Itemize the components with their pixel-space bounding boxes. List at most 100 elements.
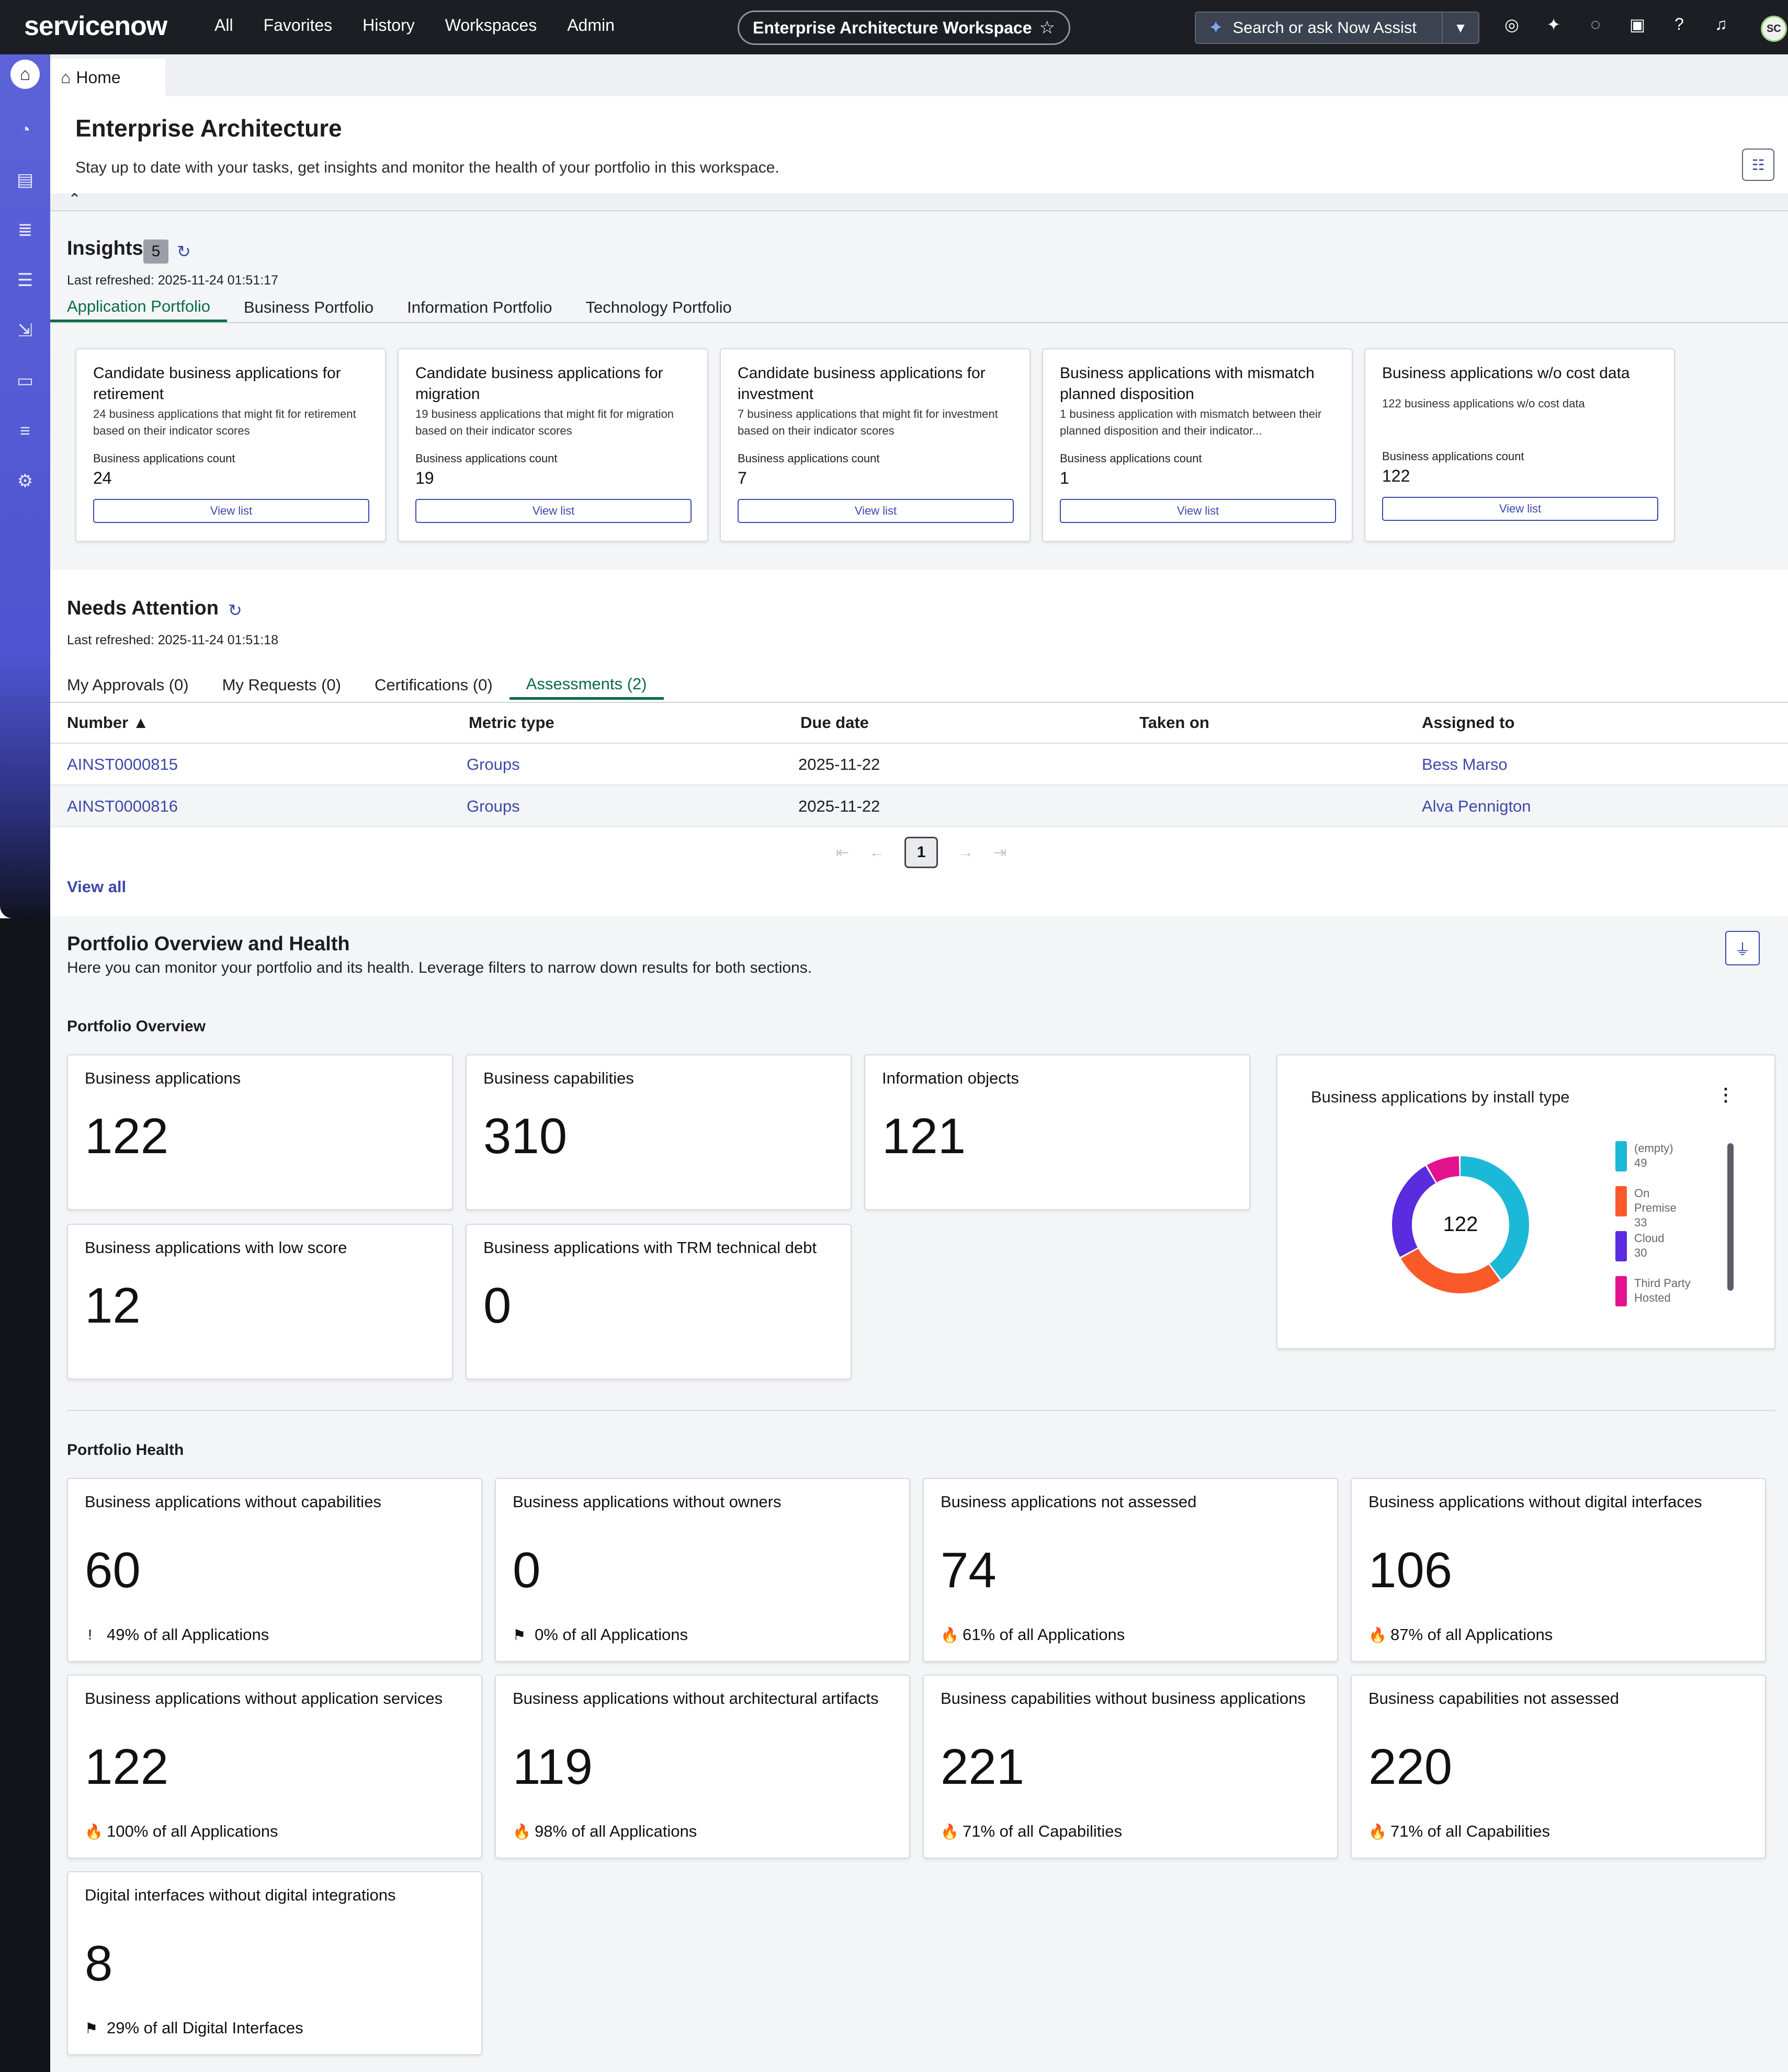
prev-page-icon[interactable]: ← [869, 844, 885, 861]
settings-icon[interactable]: ⚙ [17, 471, 33, 491]
nav-workspaces[interactable]: Workspaces [445, 16, 537, 35]
column-metric-type[interactable]: Metric type [469, 713, 554, 732]
chevron-up-icon[interactable]: ⌃ [68, 191, 82, 208]
legend-value: 49 [1634, 1156, 1647, 1169]
nav-history[interactable]: History [363, 16, 415, 35]
chat-icon[interactable]: ◌ [1590, 15, 1601, 33]
inbox-icon[interactable]: ▣ [1629, 15, 1646, 34]
overview-label: Business applications with TRM technical… [483, 1238, 817, 1257]
health-footnote: 71% of all Capabilities [963, 1822, 1123, 1840]
tab-information-portfolio[interactable]: Information Portfolio [407, 298, 552, 316]
assigned-to-link[interactable]: Bess Marso [1422, 755, 1508, 773]
column-due-date[interactable]: Due date [800, 713, 869, 732]
view-list-button[interactable]: View list [738, 499, 1014, 523]
tab-application-portfolio[interactable]: Application Portfolio [50, 293, 227, 322]
insight-card-title: Candidate business applications for reti… [93, 365, 341, 403]
tab-business-portfolio[interactable]: Business Portfolio [244, 298, 374, 316]
search-dropdown-button[interactable]: ▼ [1442, 13, 1478, 43]
overview-tile[interactable]: Business applications 122 [67, 1054, 453, 1210]
now-assist-sparkle-icon: ✦ [1208, 18, 1224, 38]
sparkle-icon[interactable]: ✦ [1546, 15, 1561, 34]
assessment-icon[interactable]: ▭ [16, 371, 34, 391]
insights-refresh-icon[interactable]: ↻ [177, 242, 191, 261]
health-tile[interactable]: Business capabilities without business a… [923, 1675, 1338, 1859]
workspace-pill[interactable]: Enterprise Architecture Workspace ☆ [738, 10, 1070, 45]
records-icon[interactable]: ☰ [17, 270, 33, 290]
donut-segment-1[interactable] [1392, 1156, 1529, 1293]
column-taken-on[interactable]: Taken on [1139, 713, 1209, 732]
view-list-button[interactable]: View list [93, 499, 369, 523]
filter-button[interactable]: ⏚ [1725, 931, 1760, 965]
insight-card-count: 122 [1382, 466, 1410, 485]
next-page-icon[interactable]: → [958, 844, 974, 861]
health-value: 106 [1368, 1542, 1453, 1598]
home-icon[interactable]: ⌂ [10, 60, 40, 89]
first-page-icon[interactable]: ⇤ [836, 844, 850, 861]
page-button-current[interactable]: 1 [904, 837, 938, 868]
overview-tile[interactable]: Business capabilities 310 [466, 1054, 852, 1210]
fire-icon: 🔥 [941, 1626, 959, 1643]
health-tile[interactable]: Business applications without digital in… [1351, 1478, 1766, 1662]
overview-tile[interactable]: Business applications with TRM technical… [466, 1224, 852, 1380]
donut-chart[interactable]: 122 [1382, 1146, 1539, 1303]
health-tile[interactable]: Business applications without owners 0 ⚑… [495, 1478, 910, 1662]
health-value: 8 [85, 1936, 113, 1991]
search-input[interactable]: ✦ Search or ask Now Assist ▼ [1195, 12, 1479, 44]
view-list-button[interactable]: View list [415, 499, 692, 523]
bell-icon[interactable]: ♫ [1715, 15, 1727, 33]
insight-card-title: Business applications with mismatch plan… [1060, 365, 1315, 403]
flow-icon[interactable]: ⇲ [17, 321, 33, 340]
list-icon[interactable]: ≡ [20, 420, 30, 441]
legend-value: 30 [1634, 1246, 1647, 1259]
overview-tile[interactable]: Business applications with low score 12 [67, 1224, 453, 1380]
nav-admin[interactable]: Admin [567, 16, 615, 35]
more-options-icon[interactable]: ⋮ [1717, 1085, 1735, 1105]
assessment-number-link[interactable]: AINST0000815 [67, 755, 178, 773]
tab-home[interactable]: ⌂ Home [50, 59, 165, 96]
overview-tile[interactable]: Information objects 121 [864, 1054, 1250, 1210]
tab-technology-portfolio[interactable]: Technology Portfolio [585, 298, 732, 316]
fire-icon: 🔥 [1368, 1823, 1387, 1840]
health-tile[interactable]: Digital interfaces without digital integ… [67, 1871, 482, 2055]
donut-segment-2[interactable] [1392, 1156, 1529, 1293]
needs-attention-refresh-icon[interactable]: ↻ [228, 601, 242, 620]
avatar[interactable]: SC [1761, 16, 1787, 42]
metric-type-link[interactable]: Groups [467, 755, 520, 773]
analytics-icon[interactable]: ◔ [19, 119, 31, 140]
health-tile[interactable]: Business applications without capabiliti… [67, 1478, 482, 1662]
roadmap-icon[interactable]: ≣ [17, 220, 33, 240]
help-icon[interactable]: ? [1674, 15, 1684, 33]
configure-button[interactable]: ☷ [1742, 149, 1774, 181]
tab-certifications[interactable]: Certifications (0) [374, 676, 493, 694]
star-icon[interactable]: ☆ [1039, 18, 1055, 38]
assigned-to-link[interactable]: Alva Pennigton [1422, 797, 1531, 815]
health-tile[interactable]: Business capabilities not assessed 220 🔥… [1351, 1675, 1766, 1859]
last-page-icon[interactable]: ⇥ [993, 844, 1007, 861]
legend-swatch [1615, 1231, 1627, 1261]
tab-strip: ⌂ Home [50, 54, 1788, 96]
portfolio-icon[interactable]: ▤ [16, 170, 34, 190]
health-footnote: 49% of all Applications [107, 1625, 269, 1644]
view-list-button[interactable]: View list [1382, 497, 1658, 521]
legend-label: Third Party Hosted [1634, 1277, 1691, 1304]
filter-icon: ⏚ [1735, 941, 1750, 959]
globe-icon[interactable]: ◎ [1504, 15, 1519, 34]
servicenow-logo[interactable]: servicenow [24, 11, 167, 41]
assessment-number-link[interactable]: AINST0000816 [67, 797, 178, 815]
donut-segment-0[interactable] [1392, 1156, 1529, 1293]
nav-all[interactable]: All [214, 16, 233, 35]
health-tile[interactable]: Business applications without applicatio… [67, 1675, 482, 1859]
metric-type-link[interactable]: Groups [467, 797, 520, 815]
tab-my-approvals[interactable]: My Approvals (0) [67, 676, 189, 694]
column-number[interactable]: Number ▲ [67, 713, 149, 732]
view-all-link[interactable]: View all [67, 878, 127, 896]
health-tile[interactable]: Business applications not assessed 74 🔥 6… [923, 1478, 1338, 1662]
legend-scrollbar[interactable] [1727, 1143, 1734, 1291]
tab-my-requests[interactable]: My Requests (0) [222, 676, 341, 694]
column-assigned-to[interactable]: Assigned to [1422, 713, 1515, 732]
health-tile[interactable]: Business applications without architectu… [495, 1675, 910, 1859]
view-list-button[interactable]: View list [1060, 499, 1336, 523]
tab-assessments[interactable]: Assessments (2) [509, 670, 664, 700]
overview-value: 12 [85, 1278, 141, 1334]
nav-favorites[interactable]: Favorites [263, 16, 333, 35]
